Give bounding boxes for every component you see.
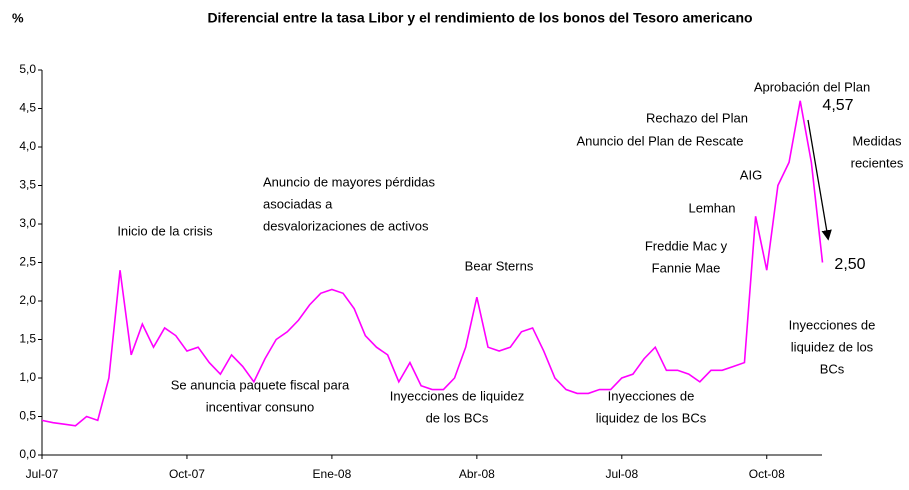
annotation: asociadas a	[263, 196, 333, 211]
y-tick-label: 1,5	[19, 332, 36, 346]
annotation: Anuncio del Plan de Rescate	[577, 133, 744, 148]
annotation: incentivar consuno	[206, 399, 314, 414]
annotation: BCs	[820, 361, 845, 376]
x-tick-label: Oct-07	[169, 467, 205, 481]
arrow	[807, 119, 832, 241]
annotation: Inyecciones de	[608, 388, 695, 403]
y-tick-label: 2,5	[19, 255, 36, 269]
annotation: Freddie Mac y	[645, 238, 728, 253]
chart-title: Diferencial entre la tasa Libor y el ren…	[207, 10, 752, 26]
y-tick-label: 4,0	[19, 139, 36, 153]
annotation: Fannie Mae	[652, 260, 721, 275]
x-tick-label: Ene-08	[313, 467, 352, 481]
annotation: Rechazo del Plan	[646, 110, 748, 125]
annotation: desvalorizaciones de activos	[263, 218, 429, 233]
x-tick-label: Abr-08	[459, 467, 495, 481]
x-tick-label: Jul-08	[605, 467, 638, 481]
y-tick-label: 5,0	[19, 62, 36, 76]
y-tick-label: 1,0	[19, 370, 36, 384]
annotation: Se anuncia paquete fiscal para	[171, 377, 350, 392]
annotation: Lemhan	[689, 200, 736, 215]
y-tick-label: 4,5	[19, 101, 36, 115]
y-tick-label: 2,0	[19, 293, 36, 307]
annotation: Aprobación del Plan	[754, 79, 870, 94]
annotation: Inyecciones de liquidez	[390, 388, 524, 403]
annotation: Bear Sterns	[465, 258, 534, 273]
x-tick-label: Oct-08	[749, 467, 785, 481]
annotation: Inicio de la crisis	[117, 223, 213, 238]
x-tick-label: Jul-07	[26, 467, 59, 481]
annotation: Medidas	[852, 133, 902, 148]
annotation: AIG	[740, 167, 762, 182]
annotation: Inyecciones de	[789, 317, 876, 332]
annotation: Anuncio de mayores pérdidas	[263, 174, 435, 189]
y-tick-label: 3,5	[19, 178, 36, 192]
value-annotation: 2,50	[834, 256, 865, 273]
annotation: recientes	[851, 155, 904, 170]
y-axis-label: %	[12, 10, 24, 25]
y-tick-label: 0,5	[19, 409, 36, 423]
line	[41, 100, 824, 427]
value-annotation: 4,57	[822, 97, 853, 114]
annotation: liquidez de los BCs	[596, 410, 707, 425]
annotation: liquidez de los	[791, 339, 874, 354]
y-tick-label: 3,0	[19, 216, 36, 230]
y-tick-label: 0,0	[19, 447, 36, 461]
annotation: de los BCs	[426, 410, 489, 425]
